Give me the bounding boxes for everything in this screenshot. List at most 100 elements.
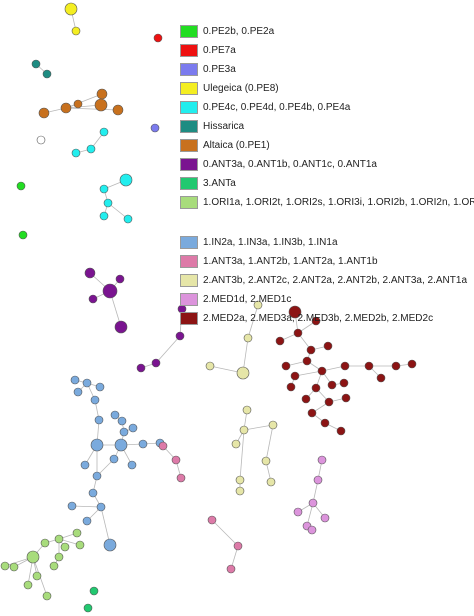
- legend-swatch: [180, 44, 198, 57]
- network-node: [127, 460, 137, 470]
- network-edge: [65, 107, 119, 111]
- legend-item: 0.PE4c, 0.PE4d, 0.PE4b, 0.PE4a: [180, 98, 474, 117]
- network-node: [88, 294, 98, 304]
- network-node: [320, 513, 330, 523]
- legend-gap: [180, 212, 474, 233]
- network-node: [235, 475, 245, 485]
- network-node: [293, 507, 303, 517]
- network-node: [60, 542, 70, 552]
- network-node: [150, 123, 160, 133]
- legend-item: 0.PE7a: [180, 41, 474, 60]
- network-node: [317, 455, 327, 465]
- legend-swatch: [180, 25, 198, 38]
- network-node: [31, 59, 41, 69]
- network-node: [88, 488, 98, 498]
- network-edge: [239, 429, 245, 481]
- legend-swatch: [180, 255, 198, 268]
- legend-label: 0.ANT3a, 0.ANT1b, 0.ANT1c, 0.ANT1a: [203, 159, 377, 170]
- network-node: [82, 516, 92, 526]
- network-node: [82, 378, 92, 388]
- network-node: [67, 501, 77, 511]
- network-node: [99, 127, 109, 137]
- legend-label: 1.ANT3a, 1.ANT2b, 1.ANT2a, 1.ANT1b: [203, 256, 378, 267]
- network-node: [281, 361, 291, 371]
- network-node: [261, 456, 271, 466]
- network-node: [313, 475, 323, 485]
- network-node: [308, 498, 318, 508]
- legend-item: 2.MED2a, 2.MED3a, 2.MED3b, 2.MED2b, 2.ME…: [180, 309, 474, 328]
- network-node: [42, 591, 52, 601]
- network-edge: [247, 304, 259, 339]
- network-node: [110, 410, 120, 420]
- network-node: [235, 486, 245, 496]
- network-node: [364, 361, 374, 371]
- network-node: [391, 361, 401, 371]
- network-node: [70, 375, 80, 385]
- network-node: [95, 382, 105, 392]
- legend-item: 2.ANT3b, 2.ANT2c, 2.ANT2a, 2.ANT2b, 2.AN…: [180, 271, 474, 290]
- legend-item: 0.ANT3a, 0.ANT1b, 0.ANT1c, 0.ANT1a: [180, 155, 474, 174]
- legend-swatch: [180, 312, 198, 325]
- network-node: [73, 387, 83, 397]
- network-node: [103, 198, 113, 208]
- legend-label: 0.PE4c, 0.PE4d, 0.PE4b, 0.PE4a: [203, 102, 351, 113]
- network-node: [23, 580, 33, 590]
- legend-item: Ulegeica (0.PE8): [180, 79, 474, 98]
- network-node: [94, 98, 108, 112]
- network-node: [153, 33, 163, 43]
- network-node: [117, 416, 127, 426]
- legend: 0.PE2b, 0.PE2a 0.PE7a 0.PE3a Ulegeica (0.PE…: [180, 22, 474, 328]
- legend-item: 1.ORI1a, 1.ORI2t, 1.ORI2s, 1.ORI3i, 1.OR…: [180, 193, 474, 212]
- legend-swatch: [180, 101, 198, 114]
- network-node: [109, 454, 119, 464]
- network-node: [102, 283, 118, 299]
- network-node: [301, 394, 311, 404]
- network-node: [86, 144, 96, 154]
- network-node: [151, 358, 161, 368]
- network-node: [207, 515, 217, 525]
- network-node: [311, 316, 321, 326]
- network-node: [176, 473, 186, 483]
- network-node: [18, 230, 28, 240]
- legend-label: Hissarica: [203, 121, 245, 132]
- legend-label: 2.MED1d, 2.MED1c: [203, 294, 292, 305]
- legend-label: 2.ANT3b, 2.ANT2c, 2.ANT2a, 2.ANT2b, 2.AN…: [203, 275, 467, 286]
- legend-label: Altaica (0.PE1): [203, 140, 270, 151]
- legend-swatch: [180, 236, 198, 249]
- legend-label: 0.PE3a: [203, 64, 236, 75]
- network-node: [288, 305, 302, 319]
- legend-swatch: [180, 158, 198, 171]
- network-node: [64, 2, 78, 16]
- network-node: [138, 439, 148, 449]
- legend-label: 2.MED2a, 2.MED3a, 2.MED3b, 2.MED2b, 2.ME…: [203, 313, 434, 324]
- network-node: [327, 380, 337, 390]
- network-node: [175, 331, 185, 341]
- legend-label: 0.PE7a: [203, 45, 236, 56]
- legend-item: 0.PE3a: [180, 60, 474, 79]
- network-node: [72, 528, 82, 538]
- network-node: [114, 438, 128, 452]
- network-node: [286, 382, 296, 392]
- network-edge: [71, 505, 102, 508]
- legend-swatch: [180, 82, 198, 95]
- network-edge: [265, 424, 274, 462]
- network-node: [99, 184, 109, 194]
- network-node: [114, 320, 128, 334]
- network-node: [158, 441, 168, 451]
- legend-swatch: [180, 274, 198, 287]
- network-node: [71, 148, 81, 158]
- network-node: [90, 438, 104, 452]
- network-node: [324, 397, 334, 407]
- legend-label: 1.IN2a, 1.IN3a, 1.IN3b, 1.IN1a: [203, 237, 338, 248]
- network-node: [275, 336, 285, 346]
- network-node: [42, 69, 52, 79]
- network-node: [340, 361, 350, 371]
- network-node: [90, 395, 100, 405]
- network-node: [336, 426, 346, 436]
- legend-item: 1.ANT3a, 1.ANT2b, 1.ANT2a, 1.ANT1b: [180, 252, 474, 271]
- network-node: [0, 561, 10, 571]
- network-node: [242, 405, 252, 415]
- legend-label: Ulegeica (0.PE8): [203, 83, 279, 94]
- legend-swatch: [180, 177, 198, 190]
